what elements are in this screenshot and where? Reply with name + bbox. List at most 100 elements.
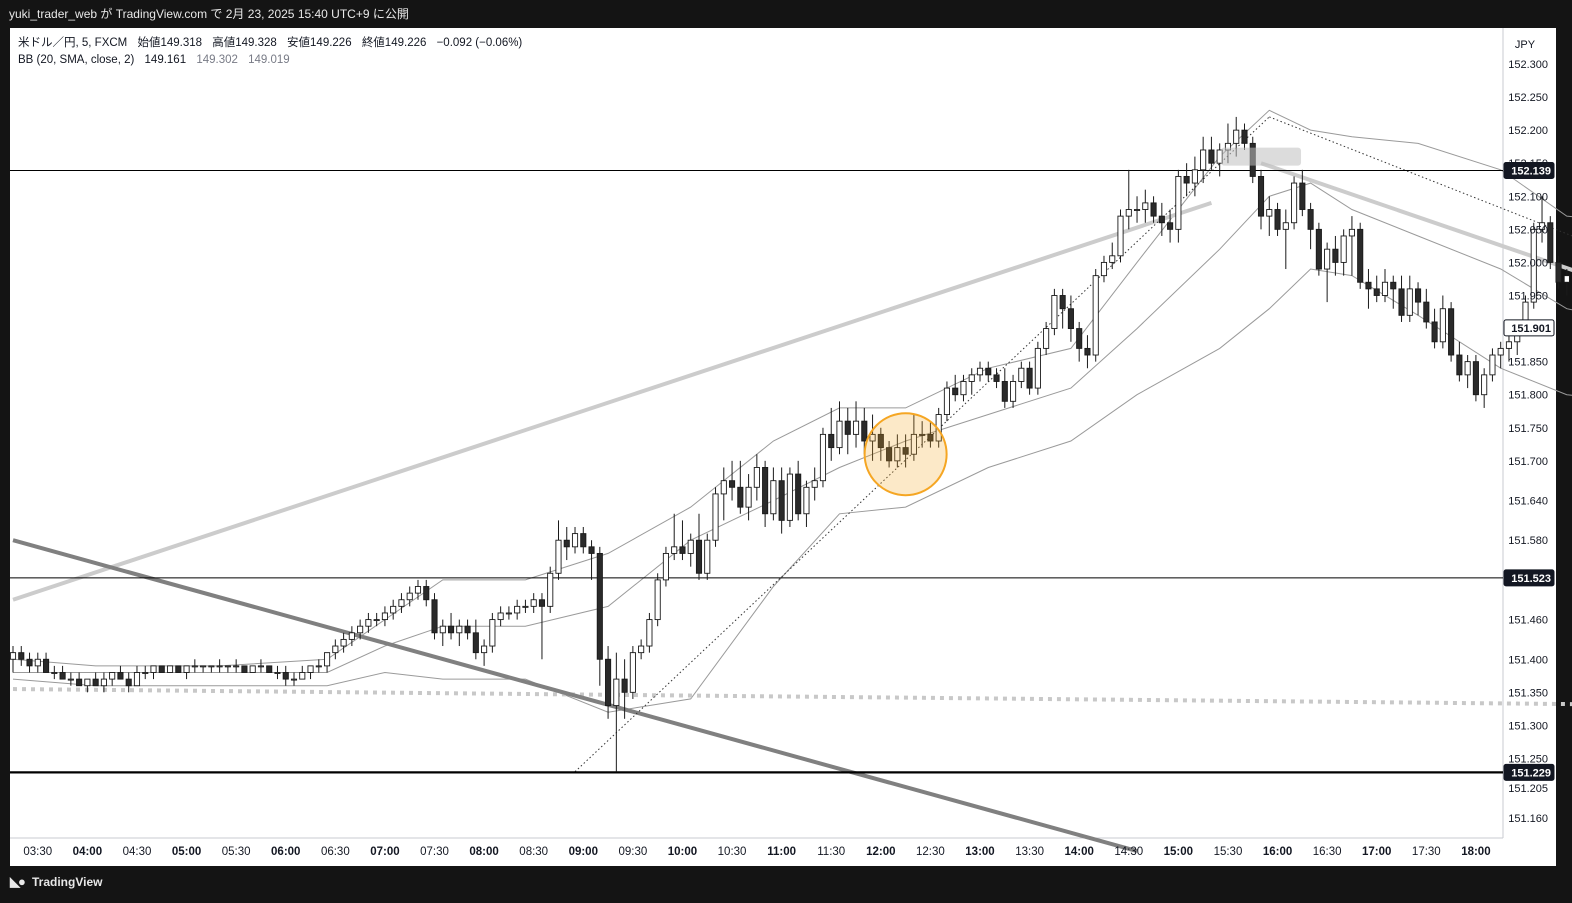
price-tick-label: 152.000 <box>1508 257 1548 269</box>
candle-body <box>1175 175 1182 230</box>
candle-body <box>877 433 884 449</box>
candle-up <box>811 467 818 501</box>
current-price-tag[interactable]: 151.901 <box>1503 319 1555 337</box>
candle-body <box>1191 169 1198 184</box>
candle-down <box>605 646 612 719</box>
price-tick-label: 152.050 <box>1508 224 1548 236</box>
candle-up <box>307 665 314 680</box>
currency-label[interactable]: JPY <box>1515 39 1536 51</box>
publish-bar: yuki_trader_web が TradingView.com で 2月 2… <box>0 0 1572 28</box>
candle-body <box>819 433 827 482</box>
candle-down <box>1001 368 1008 408</box>
candle-body <box>274 672 281 674</box>
high-value: 高値149.328 <box>212 35 277 49</box>
candle-up <box>976 361 984 382</box>
candle-body <box>158 665 165 673</box>
candle-body <box>795 473 802 515</box>
candle-down <box>282 665 289 686</box>
level-price-tag[interactable]: 151.229 <box>1503 763 1555 781</box>
annotations[interactable] <box>863 147 1302 497</box>
candle-body <box>1530 228 1537 303</box>
candle-up <box>398 593 405 613</box>
candle-up <box>1117 209 1124 263</box>
trendline-dark-thick-1[interactable] <box>12 538 1138 853</box>
candle-body <box>547 572 554 607</box>
candle-body <box>324 652 331 667</box>
level-price-tag-box <box>1503 569 1555 587</box>
candle-down <box>92 672 99 687</box>
candle-body <box>1208 149 1215 164</box>
symbol-label[interactable]: 米ドル／円, 5, FXCM <box>18 36 127 49</box>
candle-up <box>894 434 901 468</box>
time-axis[interactable]: 03:30 04:00 04:30 05:00 05:30 06:00 06:30 07:00… <box>23 846 1490 858</box>
trendlines[interactable] <box>12 116 1572 853</box>
candle-up <box>1191 156 1198 197</box>
candle-body <box>1373 288 1380 296</box>
candle-up <box>34 652 41 673</box>
candle-up <box>1348 216 1355 276</box>
trendline-light-thick-0[interactable] <box>12 200 1213 602</box>
candle-up <box>497 606 504 627</box>
highlight-circle[interactable] <box>863 412 948 497</box>
candle-down <box>1332 235 1339 276</box>
candle-body <box>712 493 719 541</box>
bb-upper-value: 149.302 <box>196 54 238 66</box>
chart-panel[interactable] <box>10 28 1556 866</box>
candle-up <box>481 639 488 666</box>
candle-body <box>299 672 306 680</box>
tradingview-logo[interactable]: ◣● TradingView <box>10 874 102 890</box>
price-tick-label: 152.250 <box>1508 92 1548 104</box>
time-tick-label: 04:00 <box>73 846 102 858</box>
candle-body <box>1034 347 1041 389</box>
candle-body <box>910 433 917 455</box>
trendline-dotted-thin-4[interactable] <box>1269 116 1572 296</box>
level-price-tag[interactable]: 151.523 <box>1503 569 1555 587</box>
candle-body <box>1299 182 1306 210</box>
candle-up <box>770 467 777 521</box>
candle-up <box>1340 229 1347 276</box>
candle-body <box>249 665 256 673</box>
candle-up <box>803 480 810 527</box>
candle-body <box>662 552 669 581</box>
bb-indicator-label[interactable]: BB (20, SMA, close, 2) <box>18 54 134 66</box>
candle-body <box>414 586 422 594</box>
candle-body <box>1158 215 1165 224</box>
candle-body <box>315 665 322 668</box>
candle-down <box>844 407 851 455</box>
candle-body <box>828 433 835 449</box>
level-price-tag[interactable]: 152.139 <box>1503 161 1555 179</box>
candle-up <box>332 639 339 660</box>
candle-down <box>729 460 736 501</box>
candle-body <box>233 665 240 668</box>
candle-body <box>51 672 58 674</box>
label-box[interactable] <box>1221 147 1302 166</box>
candle-down <box>621 659 628 719</box>
candle-body <box>1100 261 1108 277</box>
candle-down <box>762 460 769 527</box>
candle-down <box>472 619 479 660</box>
candle-body <box>200 665 207 668</box>
candle-body <box>1390 281 1397 290</box>
candle-up <box>224 665 231 673</box>
candle-body <box>1241 129 1248 144</box>
candle-body <box>216 665 223 668</box>
trendline-light-thick-2[interactable] <box>1260 161 1572 322</box>
candle-body <box>1439 308 1446 343</box>
candle-down <box>59 665 66 680</box>
candle-up <box>1100 255 1108 283</box>
candle-body <box>100 678 107 687</box>
candle-body <box>348 632 355 640</box>
candle-body <box>770 480 777 515</box>
candle-up <box>555 520 562 580</box>
candle-up <box>324 652 331 673</box>
candle-up <box>142 665 149 680</box>
candle-body <box>381 612 388 621</box>
dotted-level-line[interactable] <box>12 687 1572 707</box>
candle-body <box>1365 281 1372 290</box>
price-axis[interactable]: 152.300152.250152.200152.150152.100152.0… <box>1503 59 1555 825</box>
time-tick-label: 18:00 <box>1461 846 1490 858</box>
candle-down <box>117 665 124 680</box>
bb-upper-line <box>12 109 1572 667</box>
candle-body <box>613 678 620 707</box>
